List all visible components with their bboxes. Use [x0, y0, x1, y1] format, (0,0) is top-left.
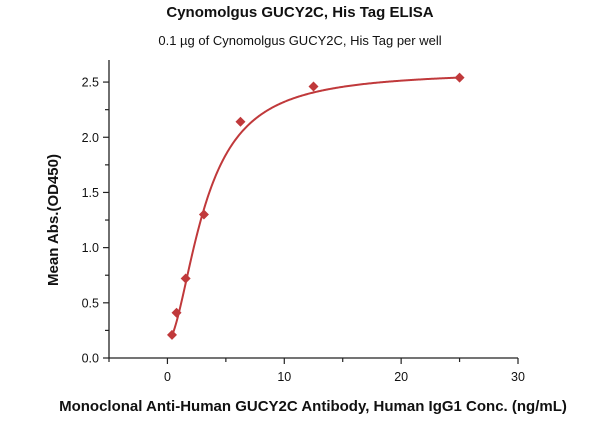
y-tick-label: 1.0 — [82, 241, 99, 255]
y-tick-label: 1.5 — [82, 186, 99, 200]
x-tick-label: 20 — [394, 370, 408, 384]
x-axis-label: Monoclonal Anti-Human GUCY2C Antibody, H… — [59, 398, 567, 415]
data-point — [454, 72, 465, 83]
y-tick-label: 0.0 — [82, 352, 99, 366]
y-tick-label: 2.5 — [82, 76, 99, 90]
y-axis-label: Mean Abs.(OD450) — [45, 154, 62, 286]
chart-subtitle: 0.1 µg of Cynomolgus GUCY2C, His Tag per… — [158, 33, 441, 48]
chart-title: Cynomolgus GUCY2C, His Tag ELISA — [166, 4, 433, 21]
y-tick-label: 0.5 — [82, 296, 99, 310]
data-point — [180, 273, 191, 284]
x-tick-label: 0 — [164, 370, 171, 384]
x-tick-label: 30 — [511, 370, 525, 384]
data-point — [166, 329, 177, 340]
x-tick-label: 10 — [277, 370, 291, 384]
fit-curve — [171, 76, 460, 336]
data-point — [198, 209, 209, 220]
data-point — [308, 81, 319, 92]
y-tick-label: 2.0 — [82, 131, 99, 145]
data-point — [235, 116, 246, 127]
data-point — [171, 307, 182, 318]
